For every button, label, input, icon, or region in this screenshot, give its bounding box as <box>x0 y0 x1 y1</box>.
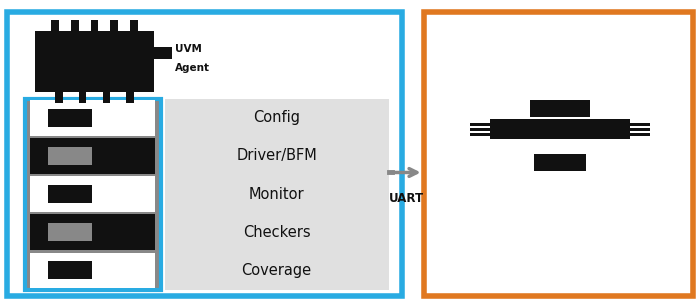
Bar <box>126 92 134 103</box>
Bar <box>130 20 138 31</box>
Bar <box>48 261 92 279</box>
Text: Monitor: Monitor <box>248 187 304 201</box>
Bar <box>424 12 693 296</box>
Bar <box>164 99 389 290</box>
Text: Checkers: Checkers <box>243 225 310 240</box>
Bar <box>51 20 59 31</box>
Bar <box>154 47 172 59</box>
Bar <box>30 253 155 288</box>
Bar <box>470 123 490 126</box>
Bar <box>71 20 78 31</box>
Text: UART: UART <box>389 192 424 205</box>
Bar <box>470 132 490 136</box>
Bar <box>111 20 118 31</box>
Text: Agent: Agent <box>175 63 210 73</box>
Bar <box>48 109 92 127</box>
Bar <box>630 123 650 126</box>
Bar <box>48 147 92 165</box>
Bar <box>533 154 587 171</box>
Bar <box>78 92 87 103</box>
Bar <box>531 100 589 117</box>
Text: Driver/BFM: Driver/BFM <box>236 148 317 163</box>
Bar <box>35 31 154 92</box>
Bar <box>91 20 98 31</box>
Bar <box>48 185 92 203</box>
Bar <box>7 12 402 296</box>
Bar <box>55 92 63 103</box>
Bar <box>30 100 155 136</box>
Bar <box>30 138 155 174</box>
Text: Coverage: Coverage <box>241 263 312 278</box>
Bar <box>630 132 650 136</box>
Bar <box>48 223 92 241</box>
Bar <box>630 128 650 131</box>
Text: UVM: UVM <box>175 44 202 54</box>
Bar <box>103 92 111 103</box>
Bar <box>30 176 155 212</box>
Bar <box>470 128 490 131</box>
Bar <box>25 99 161 290</box>
Bar <box>30 214 155 250</box>
Text: Config: Config <box>253 110 300 125</box>
Bar <box>490 120 630 139</box>
